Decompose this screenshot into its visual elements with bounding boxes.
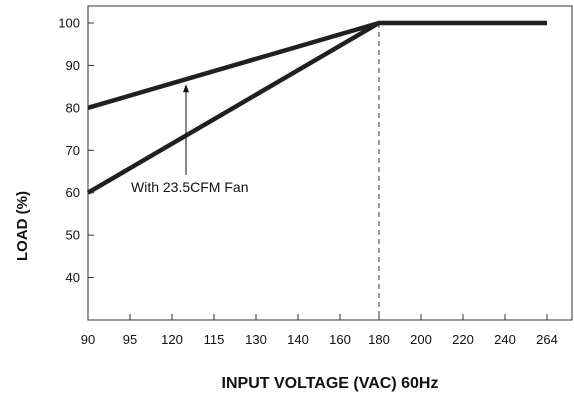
- y-tick-label: 50: [66, 228, 80, 243]
- x-axis-title: INPUT VOLTAGE (VAC) 60Hz: [222, 375, 439, 392]
- x-tick-label: 120: [161, 332, 183, 347]
- x-tick-label: 160: [329, 332, 351, 347]
- x-tick-label: 220: [452, 332, 474, 347]
- x-tick-label: 95: [123, 332, 137, 347]
- y-tick-label: 100: [58, 15, 80, 30]
- y-tick-label: 60: [66, 185, 80, 200]
- x-axis-ticks: 90 95 120 115 130 140 160 180 200 220 240 264: [81, 314, 558, 347]
- annotation-label: With 23.5CFM Fan: [131, 179, 248, 195]
- series-line-with-fan: [87, 20, 380, 110]
- annotation-arrow-head: [183, 84, 189, 93]
- x-tick-label: 240: [494, 332, 516, 347]
- y-tick-label: 90: [66, 58, 80, 73]
- y-tick-label: 70: [66, 143, 80, 158]
- series-line-without-fan: [86, 20, 547, 195]
- y-axis-ticks: 100 90 80 70 60 50 40: [58, 15, 94, 285]
- x-tick-label: 115: [204, 332, 225, 347]
- x-tick-label: 264: [536, 332, 558, 347]
- x-tick-label: 130: [245, 332, 267, 347]
- x-tick-label: 200: [410, 332, 432, 347]
- series-layer: [86, 20, 547, 195]
- plot-frame: [87, 5, 573, 321]
- x-tick-label: 140: [287, 332, 309, 347]
- y-tick-label: 40: [66, 270, 80, 285]
- x-tick-label: 90: [81, 332, 95, 347]
- x-tick-label: 180: [368, 332, 390, 347]
- y-axis-title: LOAD (%): [14, 191, 31, 261]
- y-tick-label: 80: [66, 100, 80, 115]
